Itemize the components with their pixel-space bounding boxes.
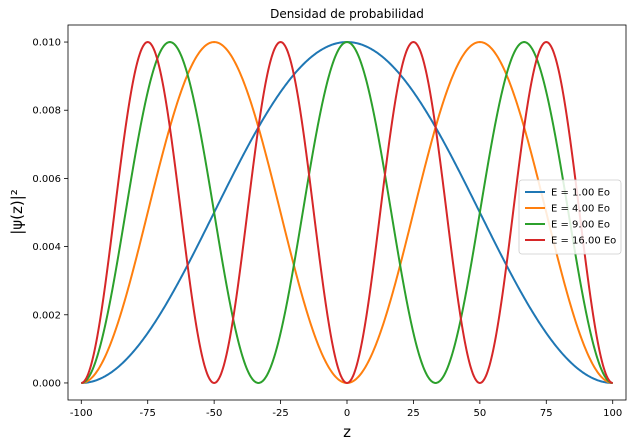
- x-axis-label: z: [343, 423, 351, 441]
- y-axis-ticks: 0.000 0.002 0.004 0.006 0.008 0.010: [32, 38, 68, 389]
- x-tick-label: 100: [603, 408, 622, 419]
- y-tick-label: 0.006: [32, 174, 61, 185]
- x-axis-ticks: -100 -75 -50 -25 0 25 50 75 100: [70, 400, 622, 419]
- y-tick-label: 0.008: [32, 106, 61, 117]
- x-tick-label: 50: [473, 408, 486, 419]
- x-tick-label: -25: [272, 408, 288, 419]
- x-tick-label: -75: [140, 408, 156, 419]
- chart-title: Densidad de probabilidad: [270, 7, 424, 21]
- x-tick-label: 25: [407, 408, 420, 419]
- legend-label: E = 16.00 Eo: [551, 236, 616, 247]
- y-tick-label: 0.002: [32, 310, 61, 321]
- legend-label: E = 4.00 Eo: [551, 204, 610, 215]
- series-lines: [81, 41, 613, 384]
- y-tick-label: 0.000: [32, 378, 61, 389]
- y-axis-label: |ψ(z)|²: [8, 189, 26, 235]
- legend-label: E = 1.00 Eo: [551, 188, 610, 199]
- legend: E = 1.00 Eo E = 4.00 Eo E = 9.00 Eo E = 16.…: [518, 179, 622, 255]
- series-line-n4: [81, 41, 613, 384]
- y-tick-label: 0.004: [32, 242, 61, 253]
- x-tick-label: -100: [70, 408, 93, 419]
- y-tick-label: 0.010: [32, 38, 61, 49]
- series-line-n3: [81, 41, 613, 384]
- x-tick-label: -50: [206, 408, 222, 419]
- x-tick-label: 75: [540, 408, 553, 419]
- legend-label: E = 9.00 Eo: [551, 220, 610, 231]
- x-tick-label: 0: [344, 408, 350, 419]
- legend-box: [518, 179, 622, 255]
